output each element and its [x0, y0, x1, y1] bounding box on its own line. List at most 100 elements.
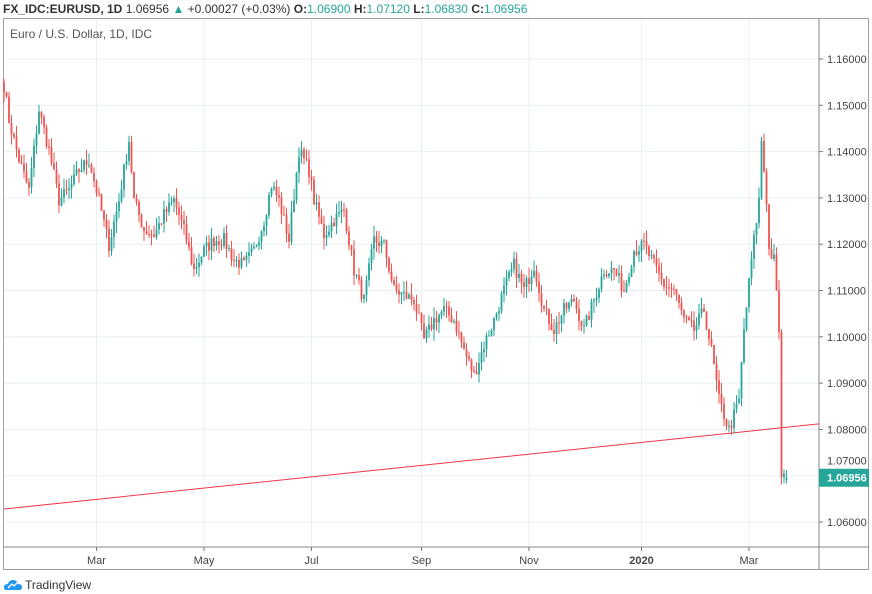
- candle-body: [125, 161, 128, 165]
- candle-body: [618, 273, 620, 276]
- candle-body: [223, 233, 225, 246]
- candle-body: [448, 306, 450, 316]
- candle-body: [388, 257, 390, 272]
- candle-body: [248, 252, 250, 256]
- candle-body: [175, 198, 178, 208]
- open-value: 1.06900: [307, 2, 351, 16]
- candle-body: [28, 181, 30, 188]
- candle-body: [755, 223, 758, 235]
- candle-body: [463, 342, 465, 350]
- candle-body: [128, 141, 130, 162]
- candle-body: [33, 145, 35, 169]
- candle-body: [665, 287, 668, 289]
- candle-body: [613, 268, 615, 270]
- candle-body: [3, 82, 5, 92]
- candle-body: [483, 349, 485, 353]
- candle-body: [785, 477, 788, 481]
- candle-body: [235, 259, 238, 261]
- candle-body: [160, 223, 163, 225]
- candle-body: [760, 140, 763, 198]
- candle-body: [75, 169, 78, 175]
- candle-body: [363, 294, 365, 300]
- candle-body: [323, 223, 325, 239]
- candle-body: [643, 240, 645, 242]
- candle-body: [68, 188, 70, 190]
- candle-body: [535, 270, 538, 282]
- y-tick-label: 1.06000: [827, 517, 867, 529]
- candle-body: [278, 195, 280, 198]
- candle-body: [145, 231, 148, 235]
- candle-body: [428, 324, 430, 330]
- y-tick-label: 1.14000: [827, 147, 867, 159]
- candle-body: [610, 268, 613, 274]
- candle-body: [303, 149, 305, 159]
- candle-body: [240, 257, 243, 268]
- candle-body: [245, 255, 248, 260]
- candle-body: [203, 246, 205, 257]
- candle-body: [155, 229, 158, 238]
- candle-body: [288, 233, 290, 242]
- y-tick-label: 1.15000: [827, 100, 867, 112]
- candle-body: [703, 308, 705, 312]
- y-tick-label: 1.10000: [827, 332, 867, 344]
- candle-body: [778, 290, 780, 333]
- candle-body: [38, 111, 40, 134]
- candle-body: [598, 289, 600, 298]
- candle-body: [728, 425, 730, 427]
- candle-body: [318, 202, 320, 217]
- candle-body: [108, 228, 110, 252]
- candle-body: [525, 278, 528, 287]
- candle-body: [775, 254, 778, 291]
- candle-body: [638, 251, 640, 255]
- candle-body: [423, 323, 425, 339]
- candle-body: [53, 163, 55, 170]
- candle-body: [695, 325, 698, 331]
- candle-body: [690, 320, 693, 322]
- candle-body: [715, 364, 718, 381]
- candle-body: [538, 281, 540, 294]
- candle-body: [540, 293, 543, 306]
- candle-body: [608, 273, 610, 276]
- candle-body: [763, 140, 765, 172]
- candle-body: [723, 403, 725, 420]
- candle-body: [515, 258, 518, 278]
- candle-body: [440, 311, 443, 316]
- candle-body: [543, 305, 545, 309]
- candle-body: [545, 308, 548, 310]
- candle-body: [653, 255, 655, 259]
- candle-body: [98, 192, 100, 195]
- candle-body: [663, 278, 665, 288]
- symbol-header: FX_IDC:EURUSD, 1D 1.06956 ▲ +0.00027 (+0…: [3, 2, 527, 16]
- close-label: C:: [471, 2, 484, 16]
- last-price: 1.06956: [125, 2, 170, 16]
- chart-frame: [3, 18, 869, 570]
- candle-body: [78, 169, 80, 172]
- candle-body: [765, 171, 768, 205]
- candle-body: [433, 318, 435, 330]
- candle-body: [325, 235, 328, 239]
- candle-body: [345, 209, 348, 232]
- candle-body: [340, 209, 343, 213]
- candle-body: [648, 246, 650, 256]
- y-tick-label: 1.16000: [827, 54, 867, 66]
- candle-body: [395, 284, 398, 291]
- candle-body: [65, 189, 68, 191]
- close-value: 1.06956: [483, 2, 528, 16]
- candle-body: [485, 335, 488, 350]
- candle-body: [593, 300, 595, 302]
- candle-body: [678, 294, 680, 303]
- candle-body: [743, 329, 745, 363]
- candle-body: [623, 290, 625, 292]
- candle-body: [215, 241, 218, 246]
- candle-body: [90, 164, 93, 173]
- candle-body: [308, 159, 310, 177]
- candle-body: [645, 241, 648, 247]
- candle-body: [390, 271, 393, 281]
- candle-body: [80, 169, 83, 172]
- candle-body: [493, 317, 495, 331]
- tradingview-logo[interactable]: TradingView: [4, 578, 91, 592]
- candle-body: [218, 241, 220, 245]
- candle-body: [453, 320, 455, 322]
- candle-body: [418, 312, 420, 314]
